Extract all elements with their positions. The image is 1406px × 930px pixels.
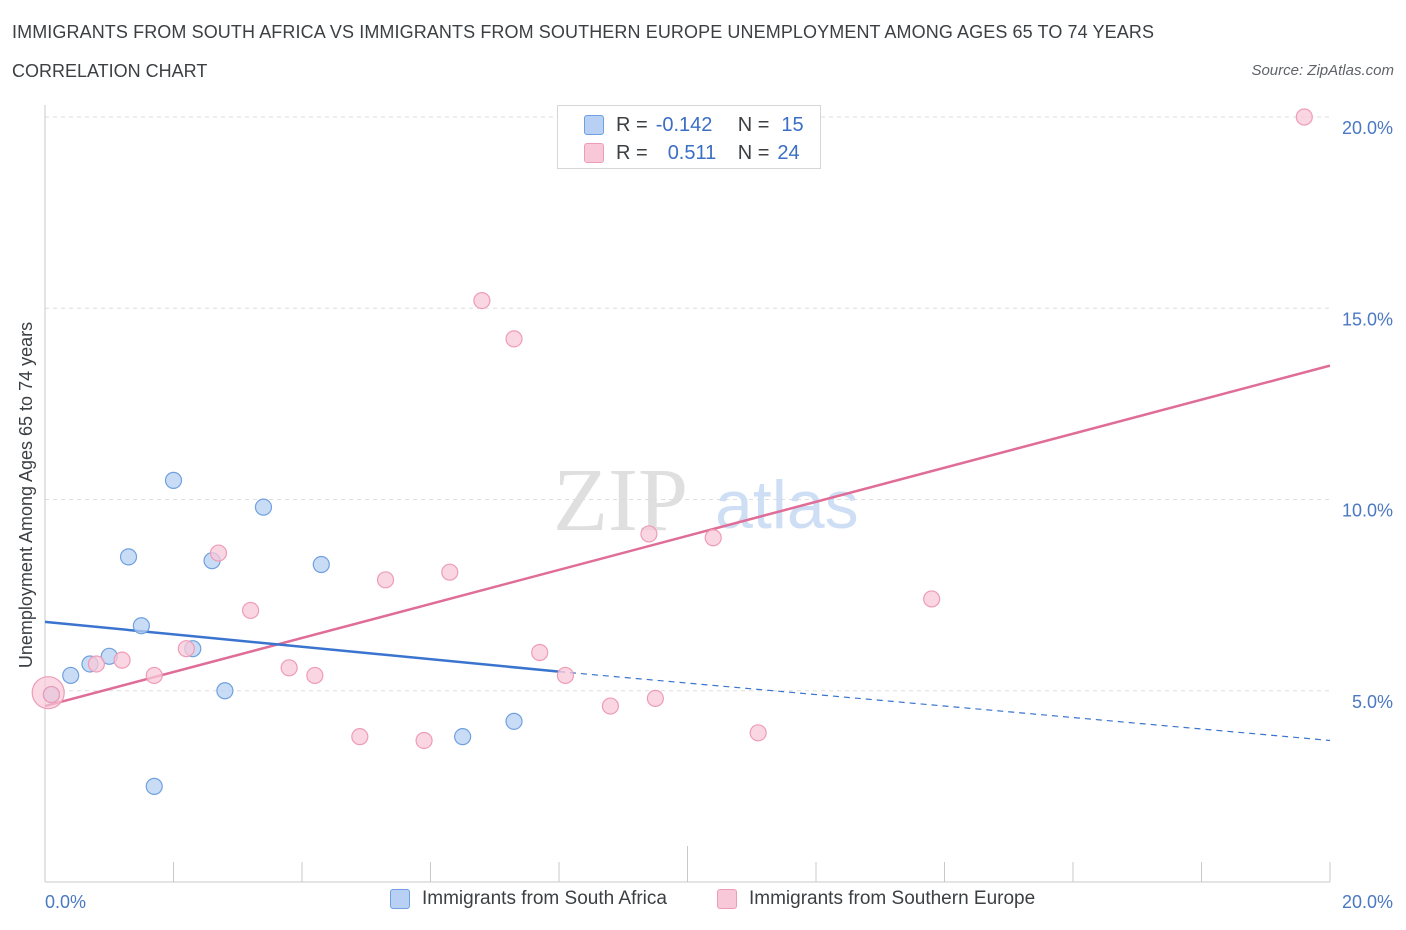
data-point-south-africa [132, 617, 150, 635]
trend-line-south-africa-extrapolated [558, 671, 1331, 742]
trend-line-southern-europe [44, 364, 1331, 708]
data-point-southern-europe [646, 689, 664, 708]
watermark-zip: ZIP [553, 451, 688, 550]
data-point-southern-europe [376, 571, 395, 589]
stats-legend: R = -0.142 N = 15 R = 0.511 N = 24 [557, 105, 821, 169]
data-point-southern-europe [415, 731, 433, 750]
data-point-south-africa [454, 728, 472, 746]
y-tick-label: 15.0% [1342, 309, 1393, 329]
data-point-southern-europe [749, 724, 767, 742]
data-point-south-africa [62, 666, 80, 685]
x-tick-labels: 0.0% 20.0% [45, 892, 1393, 912]
data-point-southern-europe [42, 685, 61, 704]
data-point-south-africa [145, 777, 163, 795]
data-point-southern-europe [351, 728, 369, 746]
data-point-south-africa [119, 548, 138, 566]
source-label: Source: ZipAtlas.com [1251, 62, 1394, 79]
data-point-southern-europe [280, 659, 298, 677]
stats-legend-row-south-africa: R = -0.142 N = 15 [584, 113, 804, 137]
legend-label-southern-europe: Immigrants from Southern Europe [749, 888, 1036, 909]
legend-swatch-blue [390, 889, 410, 909]
series-legend: Immigrants from South Africa Immigrants … [0, 888, 1406, 916]
watermark-atlas: atlas [715, 467, 859, 543]
data-point-southern-europe [306, 666, 324, 685]
axes [44, 105, 1331, 883]
chart-title: IMMIGRANTS FROM SOUTH AFRICA VS IMMIGRAN… [12, 22, 1155, 42]
legend-item-south-africa: Immigrants from South Africa [390, 888, 667, 910]
r-value: -0.142 [655, 113, 713, 136]
data-point-south-africa [312, 555, 330, 574]
y-tick-label: 20.0% [1342, 118, 1393, 138]
data-point-southern-europe [531, 643, 549, 662]
x-tick-label: 0.0% [45, 892, 86, 912]
data-point-southern-europe [704, 529, 722, 547]
data-point-southern-europe [113, 651, 131, 669]
data-point-south-africa [164, 471, 183, 489]
data-point-southern-europe [242, 601, 260, 620]
legend-label-south-africa: Immigrants from South Africa [422, 888, 667, 909]
n-value: 24 [777, 141, 800, 164]
y-tick-label: 5.0% [1352, 692, 1393, 712]
chart-subtitle: CORRELATION CHART [12, 61, 208, 81]
legend-swatch-pink [584, 143, 604, 163]
data-point-south-africa [254, 498, 273, 516]
stats-legend-row-southern-europe: R = 0.511 N = 24 [584, 141, 800, 165]
data-point-southern-europe [1295, 108, 1313, 126]
y-axis-label: Unemployment Among Ages 65 to 74 years [16, 322, 36, 668]
r-value: 0.511 [667, 141, 717, 164]
data-point-southern-europe [473, 292, 491, 310]
r-label: R = [616, 113, 648, 136]
data-point-southern-europe [505, 330, 523, 348]
data-point-southern-europe [87, 655, 106, 673]
data-point-southern-europe [177, 640, 195, 658]
y-tick-label: 10.0% [1342, 501, 1393, 521]
r-label: R = [616, 141, 648, 164]
data-point-southern-europe [209, 544, 228, 562]
data-point-southern-europe [145, 666, 163, 685]
n-value: 15 [781, 113, 804, 136]
trend-lines [44, 364, 1331, 742]
y-tick-labels: 5.0% 10.0% 15.0% 20.0% [1342, 118, 1393, 712]
data-point-southern-europe [640, 525, 658, 543]
data-point-southern-europe [441, 563, 459, 581]
legend-swatch-pink [717, 889, 737, 909]
data-point-south-africa [216, 682, 234, 700]
data-point-southern-europe [556, 666, 575, 685]
legend-item-southern-europe: Immigrants from Southern Europe [717, 888, 1035, 910]
legend-swatch-blue [584, 115, 604, 135]
watermark: ZIP atlas [553, 451, 859, 550]
data-points [31, 108, 1313, 795]
n-label: N = [737, 113, 770, 136]
trend-line-south-africa [44, 620, 560, 673]
grid-lines [45, 116, 1330, 692]
x-tick-label: 20.0% [1342, 892, 1393, 912]
data-point-south-africa [505, 712, 523, 730]
n-label: N = [737, 141, 770, 164]
data-point-southern-europe [601, 697, 620, 715]
data-point-southern-europe [923, 590, 941, 608]
